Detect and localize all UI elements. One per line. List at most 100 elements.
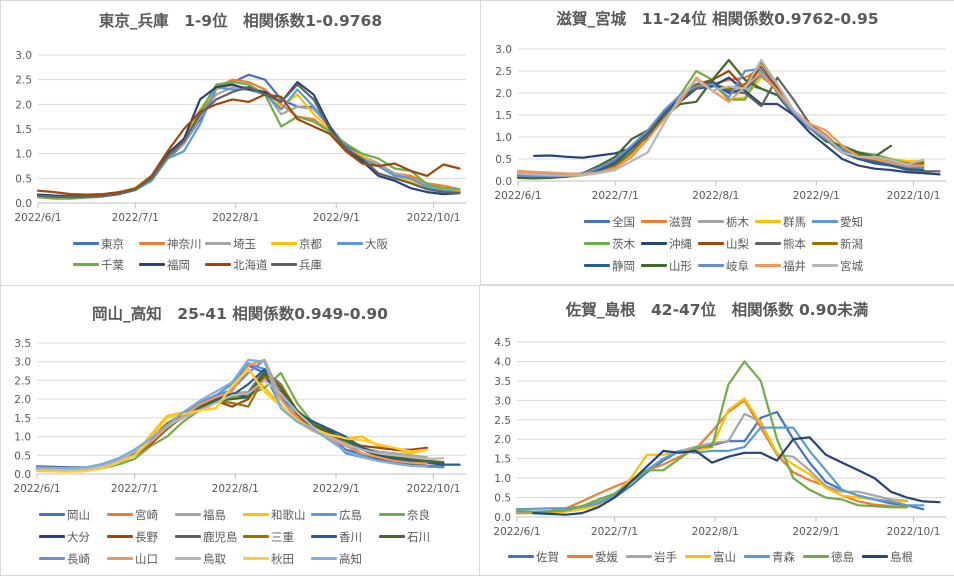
legend-label: 石川 — [407, 529, 430, 544]
legend-label: 千葉 — [101, 257, 124, 272]
legend-label: 熊本 — [783, 236, 806, 251]
legend-item: 鳥取 — [175, 550, 243, 567]
legend-item: 三重 — [243, 528, 311, 545]
legend-item: 高知 — [311, 550, 379, 567]
legend-label: 福岡 — [167, 257, 190, 272]
y-tick-label: 0.0 — [495, 176, 512, 188]
y-tick-label: 3.0 — [15, 50, 32, 62]
legend-swatch — [641, 242, 667, 245]
series-line-島根 — [532, 436, 941, 516]
legend-swatch — [337, 242, 363, 245]
legend-swatch — [205, 263, 231, 266]
legend-swatch — [271, 242, 297, 245]
legend-label: 和歌山 — [271, 507, 306, 522]
y-tick-label: 1.5 — [495, 110, 512, 122]
legend-swatch — [803, 555, 829, 558]
y-tick-label: 3.5 — [494, 376, 511, 388]
legend-item: 埼玉 — [205, 235, 271, 252]
legend-label: 秋田 — [271, 551, 294, 566]
x-tick-label: 2022/8/1 — [692, 526, 739, 538]
legend-label: 全国 — [612, 214, 635, 229]
legend-label: 茨木 — [612, 236, 635, 251]
legend-label: 鹿児島 — [203, 529, 238, 544]
chart-plot-1: 0.0 0.5 1.0 1.5 2.0 2.5 3.0 2022/6/1 2022/7/1 202… — [14, 50, 466, 224]
legend-swatch — [243, 557, 269, 560]
x-tick-label: 2022/10/1 — [887, 526, 941, 538]
legend-item: 新潟 — [812, 235, 869, 252]
legend-label: 福井 — [783, 258, 806, 273]
x-tick-label: 2022/6/1 — [493, 526, 540, 538]
legend-item: 沖縄 — [641, 235, 698, 252]
legend-label: 東京 — [101, 236, 124, 251]
chart-legend-2: 全国 滋賀 栃木 群馬 愛知 茨木 沖縄 山梨 熊本 新潟 静岡 山形 岐阜 福井 宮城 — [584, 213, 869, 274]
y-tick-label: 1.5 — [14, 413, 31, 425]
legend-swatch — [39, 557, 65, 560]
legend-item: 静岡 — [584, 257, 641, 274]
legend-swatch — [243, 513, 269, 516]
x-tick-label: 2022/6/1 — [13, 483, 60, 495]
legend-label: 山口 — [135, 551, 158, 566]
y-tick-label: 2.5 — [494, 415, 511, 427]
x-tick-label: 2022/7/1 — [112, 212, 159, 224]
x-tick-label: 2022/7/1 — [592, 190, 639, 202]
legend-swatch — [379, 535, 405, 538]
legend-item: 茨木 — [584, 235, 641, 252]
series-line-北海道 — [36, 93, 461, 196]
legend-item: 岐阜 — [698, 257, 755, 274]
legend-swatch — [812, 220, 838, 223]
legend-item: 宮城 — [812, 257, 869, 274]
x-tick-label: 2022/7/1 — [111, 483, 158, 495]
legend-label: 宮崎 — [135, 507, 158, 522]
legend-item: 山口 — [107, 550, 175, 567]
legend-swatch — [812, 242, 838, 245]
legend-swatch — [685, 555, 711, 558]
chart-panel-3: 岡山_高知 25-41 相関係数0.949-0.90 0.0 0.5 1.0 1.5 2… — [0, 285, 480, 576]
legend-swatch — [508, 555, 534, 558]
x-tick-label: 2022/10/1 — [407, 212, 461, 224]
chart-panel-4: 佐賀_島根 42-47位 相関係数 0.90未満 0.0 0.5 1.0 1.5 2.0… — [479, 285, 954, 576]
y-tick-label: 1.5 — [15, 124, 32, 136]
legend-label: 神奈川 — [167, 236, 202, 251]
x-tick-label: 2022/10/1 — [887, 190, 941, 202]
legend-item: 青森 — [744, 548, 803, 565]
legend-swatch — [175, 557, 201, 560]
x-tick-label: 2022/6/1 — [14, 212, 61, 224]
chart-title: 東京_兵庫 1-9位 相関係数1-0.9768 — [98, 12, 383, 30]
legend-item: 熊本 — [755, 235, 812, 252]
chart-legend-3: 岡山 宮崎 福島 和歌山 広島 奈良 大分 長野 鹿児島 三重 香川 石川 長崎 山口 鳥取 秋田 高知 — [39, 506, 447, 567]
y-tick-label: 0.5 — [14, 450, 31, 462]
legend-label: 滋賀 — [669, 214, 692, 229]
series-line-宮城 — [516, 58, 925, 177]
legend-item: 岩手 — [626, 548, 685, 565]
legend-label: 高知 — [339, 551, 362, 566]
legend-item: 滋賀 — [641, 213, 698, 230]
y-tick-label: 0.5 — [495, 154, 512, 166]
series-line-高知 — [35, 358, 429, 470]
y-tick-label: 0.0 — [14, 469, 31, 481]
chart-plot-4: 0.0 0.5 1.0 1.5 2.0 2.5 3.0 3.5 4.0 4.5 2022/6/1 20… — [493, 337, 946, 538]
series-line-山口 — [35, 358, 429, 471]
x-tick-label: 2022/8/1 — [212, 483, 259, 495]
series-line-兵庫 — [36, 83, 461, 199]
legend-label: 長野 — [135, 529, 158, 544]
y-tick-label: 1.0 — [14, 432, 31, 444]
legend-label: 徳島 — [831, 549, 854, 564]
series-line-富山 — [515, 397, 909, 514]
series-line-山形 — [516, 58, 892, 180]
legend-swatch — [641, 220, 667, 223]
y-tick-label: 0.0 — [15, 198, 32, 210]
legend-label: 島根 — [890, 549, 913, 564]
legend-label: 山梨 — [726, 236, 749, 251]
legend-label: 長崎 — [67, 551, 90, 566]
legend-swatch — [139, 242, 165, 245]
legend-label: 広島 — [339, 507, 362, 522]
legend-swatch — [175, 535, 201, 538]
legend-item: 北海道 — [205, 256, 271, 273]
legend-item: 佐賀 — [508, 548, 567, 565]
legend-swatch — [641, 264, 667, 267]
y-tick-label: 0.5 — [494, 493, 511, 505]
y-tick-label: 0.0 — [494, 512, 511, 524]
legend-label: 鳥取 — [203, 551, 226, 566]
legend-swatch — [73, 242, 99, 245]
y-tick-label: 2.5 — [14, 375, 31, 387]
